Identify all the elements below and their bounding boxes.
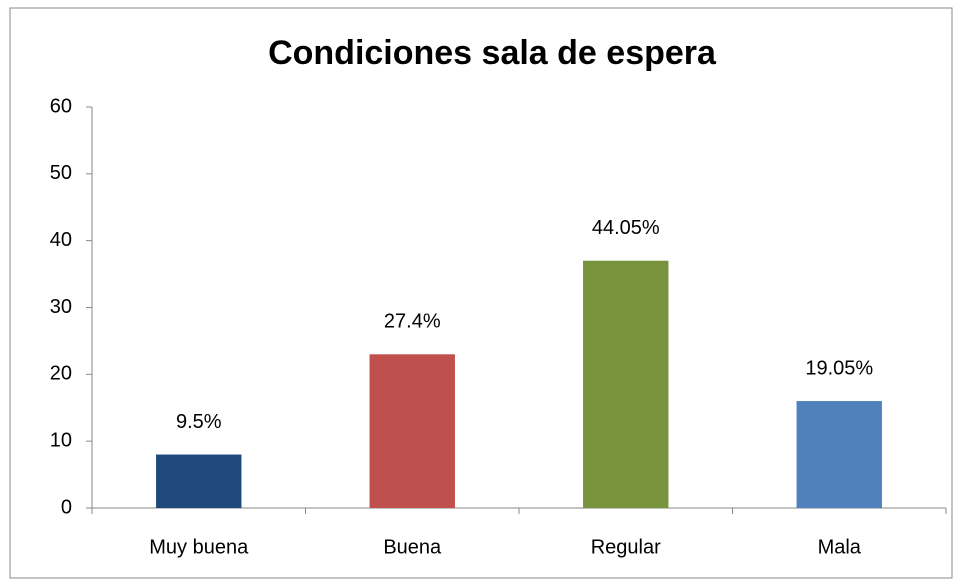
chart-title: Condiciones sala de espera bbox=[268, 34, 717, 72]
data-label: 9.5% bbox=[176, 411, 222, 433]
y-tick-label: 0 bbox=[61, 496, 72, 518]
y-tick-label: 30 bbox=[50, 296, 72, 318]
data-label: 44.05% bbox=[592, 217, 660, 239]
x-tick-label: Mala bbox=[818, 536, 862, 558]
bar bbox=[583, 260, 669, 508]
y-tick-label: 10 bbox=[50, 429, 72, 451]
x-tick-label: Regular bbox=[591, 536, 661, 558]
x-tick-label: Muy buena bbox=[149, 536, 249, 558]
y-tick-label: 50 bbox=[50, 162, 72, 184]
bar bbox=[156, 454, 242, 508]
y-tick-label: 20 bbox=[50, 363, 72, 385]
y-tick-label: 60 bbox=[50, 95, 72, 117]
bar bbox=[796, 401, 882, 508]
data-label: 19.05% bbox=[805, 357, 873, 379]
x-tick-label: Buena bbox=[383, 536, 442, 558]
bar bbox=[369, 354, 455, 508]
data-label: 27.4% bbox=[384, 311, 441, 333]
y-tick-label: 40 bbox=[50, 229, 72, 251]
